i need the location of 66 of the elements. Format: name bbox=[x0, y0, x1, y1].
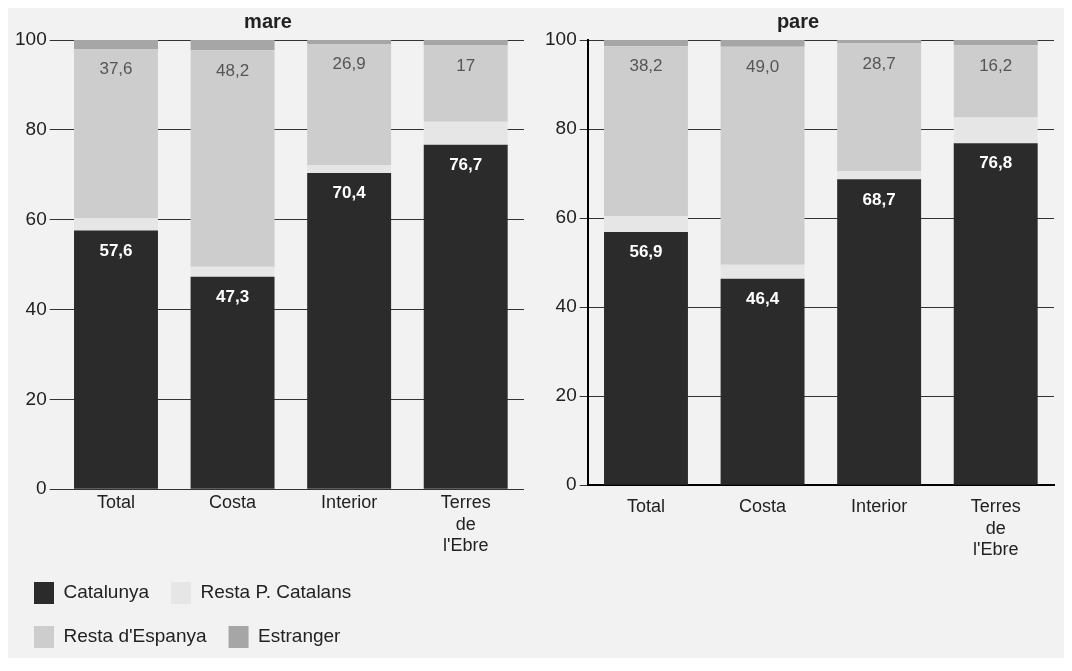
bar bbox=[720, 40, 805, 47]
bar bbox=[307, 40, 392, 45]
bar bbox=[953, 117, 1038, 144]
y-tick-label: 40 bbox=[25, 297, 47, 319]
bar bbox=[837, 40, 922, 44]
x-tick-label: Terres de l'Ebre bbox=[440, 491, 491, 556]
bar bbox=[604, 40, 688, 47]
x-tick-label: Costa bbox=[209, 491, 258, 512]
bar bbox=[604, 216, 688, 232]
data-label: 37,6 bbox=[99, 59, 133, 79]
y-tick-label: 20 bbox=[25, 387, 47, 409]
x-tick-label: Total bbox=[626, 495, 665, 516]
bar bbox=[74, 48, 158, 218]
bar bbox=[423, 40, 508, 46]
bar bbox=[837, 43, 922, 172]
bar bbox=[190, 40, 275, 51]
x-tick-label: Costa bbox=[739, 495, 788, 516]
bar bbox=[604, 46, 688, 217]
data-label: 46,4 bbox=[746, 288, 780, 308]
legend-label: Catalunya bbox=[63, 581, 150, 603]
y-tick-label: 60 bbox=[25, 207, 47, 229]
bar bbox=[307, 164, 392, 173]
data-label: 68,7 bbox=[862, 189, 896, 209]
bar bbox=[720, 46, 805, 265]
data-label: 57,6 bbox=[99, 240, 133, 260]
y-tick-label: 0 bbox=[566, 473, 577, 495]
bar bbox=[837, 171, 922, 180]
bar bbox=[74, 40, 158, 49]
data-label: 49,0 bbox=[746, 56, 780, 76]
y-tick-label: 0 bbox=[36, 477, 47, 499]
bar bbox=[720, 264, 805, 279]
y-tick-label: 40 bbox=[555, 295, 577, 317]
y-tick-label: 100 bbox=[15, 28, 47, 50]
chart-title: pare bbox=[776, 9, 820, 32]
data-label: 76,7 bbox=[449, 154, 483, 174]
bar bbox=[953, 40, 1038, 46]
bar bbox=[74, 217, 158, 231]
data-label: 16,2 bbox=[979, 55, 1013, 75]
y-tick-label: 80 bbox=[555, 117, 577, 139]
bar bbox=[190, 50, 275, 267]
x-tick-label: Terres de l'Ebre bbox=[970, 495, 1021, 560]
x-tick-label: Total bbox=[96, 491, 135, 512]
data-label: 76,8 bbox=[979, 153, 1013, 173]
legend-label: Estranger bbox=[258, 625, 342, 647]
data-label: 48,2 bbox=[216, 60, 250, 80]
y-tick-label: 100 bbox=[545, 28, 577, 50]
y-tick-label: 80 bbox=[25, 118, 47, 140]
y-tick-label: 20 bbox=[555, 384, 577, 406]
bar bbox=[307, 44, 392, 165]
legend-label: Resta d'Espanya bbox=[63, 625, 207, 647]
y-tick-label: 60 bbox=[555, 206, 577, 228]
data-label: 38,2 bbox=[629, 56, 663, 76]
data-label: 47,3 bbox=[216, 286, 250, 306]
data-label: 70,4 bbox=[332, 183, 367, 203]
data-label: 28,7 bbox=[862, 53, 896, 73]
bar bbox=[423, 45, 508, 122]
x-tick-label: Interior bbox=[321, 491, 378, 512]
chart-title: mare bbox=[244, 9, 292, 32]
bar bbox=[953, 45, 1038, 118]
bar bbox=[423, 121, 508, 145]
bar bbox=[190, 266, 275, 277]
data-label: 56,9 bbox=[629, 242, 663, 262]
data-label: 17 bbox=[456, 55, 476, 75]
data-label: 26,9 bbox=[332, 54, 366, 74]
legend-label: Resta P. Catalans bbox=[200, 581, 352, 603]
x-tick-label: Interior bbox=[851, 495, 908, 516]
